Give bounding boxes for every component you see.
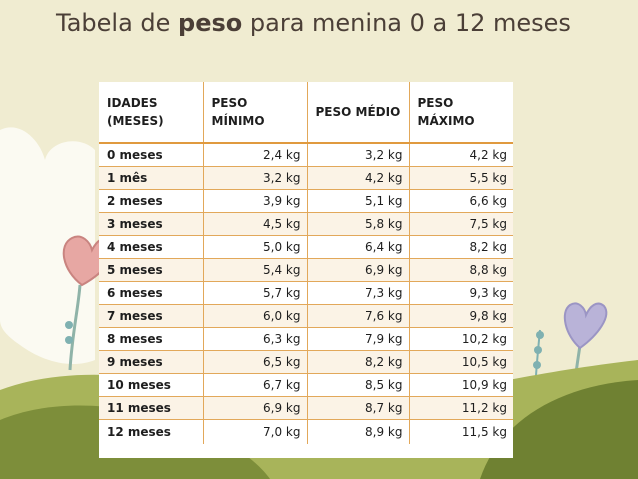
- table-row: 0 meses 2,4 kg 3,2 kg 4,2 kg: [99, 142, 513, 167]
- avg-weight-cell: 8,2 kg: [307, 350, 410, 374]
- title-suffix: para menina 0 a 12 meses: [242, 9, 571, 37]
- age-cell: 0 meses: [99, 142, 204, 167]
- max-weight-cell: 8,8 kg: [409, 258, 513, 282]
- min-weight-cell: 2,4 kg: [203, 142, 308, 167]
- max-weight-cell: 8,2 kg: [409, 235, 513, 259]
- age-cell: 8 meses: [99, 327, 204, 351]
- table-row: 1 mês 3,2 kg 4,2 kg 5,5 kg: [99, 166, 513, 190]
- header-avg-weight: PESO MÉDIO: [307, 82, 410, 144]
- avg-weight-cell: 3,2 kg: [307, 142, 410, 167]
- header-age: IDADES (MESES): [99, 82, 204, 144]
- avg-weight-cell: 7,6 kg: [307, 304, 410, 328]
- min-weight-cell: 7,0 kg: [203, 419, 308, 444]
- age-cell: 9 meses: [99, 350, 204, 374]
- left-stem-dot: [65, 336, 73, 344]
- avg-weight-cell: 5,1 kg: [307, 189, 410, 213]
- max-weight-cell: 9,8 kg: [409, 304, 513, 328]
- weight-table-panel: IDADES (MESES) PESO MÍNIMO PESO MÉDIO PESO…: [99, 82, 513, 458]
- age-cell: 12 meses: [99, 419, 204, 444]
- left-cloud-shape: [0, 127, 95, 365]
- table-row: 8 meses 6,3 kg 7,9 kg 10,2 kg: [99, 327, 513, 351]
- hill-front-right: [480, 380, 638, 479]
- avg-weight-cell: 8,7 kg: [307, 396, 410, 420]
- small-stem-dot: [534, 346, 542, 354]
- table-header-row: IDADES (MESES) PESO MÍNIMO PESO MÉDIO PESO…: [99, 82, 513, 144]
- table-body: 0 meses 2,4 kg 3,2 kg 4,2 kg 1 mês 3,2 kg 4,2 …: [99, 142, 513, 444]
- avg-weight-cell: 4,2 kg: [307, 166, 410, 190]
- page-title: Tabela de peso para menina 0 a 12 meses: [56, 6, 571, 40]
- table-row: 6 meses 5,7 kg 7,3 kg 9,3 kg: [99, 281, 513, 305]
- small-stem-dot: [536, 331, 544, 339]
- avg-weight-cell: 6,9 kg: [307, 258, 410, 282]
- age-cell: 3 meses: [99, 212, 204, 236]
- max-weight-cell: 9,3 kg: [409, 281, 513, 305]
- header-max-weight: PESO MÁXIMO: [409, 82, 513, 144]
- avg-weight-cell: 7,3 kg: [307, 281, 410, 305]
- min-weight-cell: 6,3 kg: [203, 327, 308, 351]
- title-emphasis: peso: [178, 9, 243, 37]
- left-stem-dot: [65, 321, 73, 329]
- table-row: 3 meses 4,5 kg 5,8 kg 7,5 kg: [99, 212, 513, 236]
- table-row: 2 meses 3,9 kg 5,1 kg 6,6 kg: [99, 189, 513, 213]
- avg-weight-cell: 6,4 kg: [307, 235, 410, 259]
- avg-weight-cell: 5,8 kg: [307, 212, 410, 236]
- table-row: 11 meses 6,9 kg 8,7 kg 11,2 kg: [99, 396, 513, 420]
- header-min-weight: PESO MÍNIMO: [203, 82, 308, 144]
- age-cell: 7 meses: [99, 304, 204, 328]
- table-row: 12 meses 7,0 kg 8,9 kg 11,5 kg: [99, 419, 513, 444]
- age-cell: 10 meses: [99, 373, 204, 397]
- max-weight-cell: 10,2 kg: [409, 327, 513, 351]
- age-cell: 11 meses: [99, 396, 204, 420]
- weight-table: IDADES (MESES) PESO MÍNIMO PESO MÉDIO PESO…: [99, 82, 513, 444]
- min-weight-cell: 5,4 kg: [203, 258, 308, 282]
- small-stem-dot: [533, 361, 541, 369]
- avg-weight-cell: 7,9 kg: [307, 327, 410, 351]
- max-weight-cell: 6,6 kg: [409, 189, 513, 213]
- table-row: 4 meses 5,0 kg 6,4 kg 8,2 kg: [99, 235, 513, 259]
- max-weight-cell: 5,5 kg: [409, 166, 513, 190]
- avg-weight-cell: 8,5 kg: [307, 373, 410, 397]
- min-weight-cell: 6,9 kg: [203, 396, 308, 420]
- min-weight-cell: 3,2 kg: [203, 166, 308, 190]
- min-weight-cell: 5,7 kg: [203, 281, 308, 305]
- left-stem: [68, 284, 82, 371]
- age-cell: 2 meses: [99, 189, 204, 213]
- table-row: 9 meses 6,5 kg 8,2 kg 10,5 kg: [99, 350, 513, 374]
- avg-weight-cell: 8,9 kg: [307, 419, 410, 444]
- max-weight-cell: 11,5 kg: [409, 419, 513, 444]
- table-row: 10 meses 6,7 kg 8,5 kg 10,9 kg: [99, 373, 513, 397]
- max-weight-cell: 10,5 kg: [409, 350, 513, 374]
- min-weight-cell: 5,0 kg: [203, 235, 308, 259]
- age-cell: 1 mês: [99, 166, 204, 190]
- max-weight-cell: 11,2 kg: [409, 396, 513, 420]
- age-cell: 5 meses: [99, 258, 204, 282]
- age-cell: 6 meses: [99, 281, 204, 305]
- table-row: 7 meses 6,0 kg 7,6 kg 9,8 kg: [99, 304, 513, 328]
- min-weight-cell: 4,5 kg: [203, 212, 308, 236]
- min-weight-cell: 6,5 kg: [203, 350, 308, 374]
- min-weight-cell: 6,7 kg: [203, 373, 308, 397]
- max-weight-cell: 4,2 kg: [409, 142, 513, 167]
- age-cell: 4 meses: [99, 235, 204, 259]
- min-weight-cell: 3,9 kg: [203, 189, 308, 213]
- min-weight-cell: 6,0 kg: [203, 304, 308, 328]
- max-weight-cell: 10,9 kg: [409, 373, 513, 397]
- heart-flower-icon: [563, 302, 608, 350]
- table-row: 5 meses 5,4 kg 6,9 kg 8,8 kg: [99, 258, 513, 282]
- max-weight-cell: 7,5 kg: [409, 212, 513, 236]
- title-prefix: Tabela de: [56, 9, 179, 37]
